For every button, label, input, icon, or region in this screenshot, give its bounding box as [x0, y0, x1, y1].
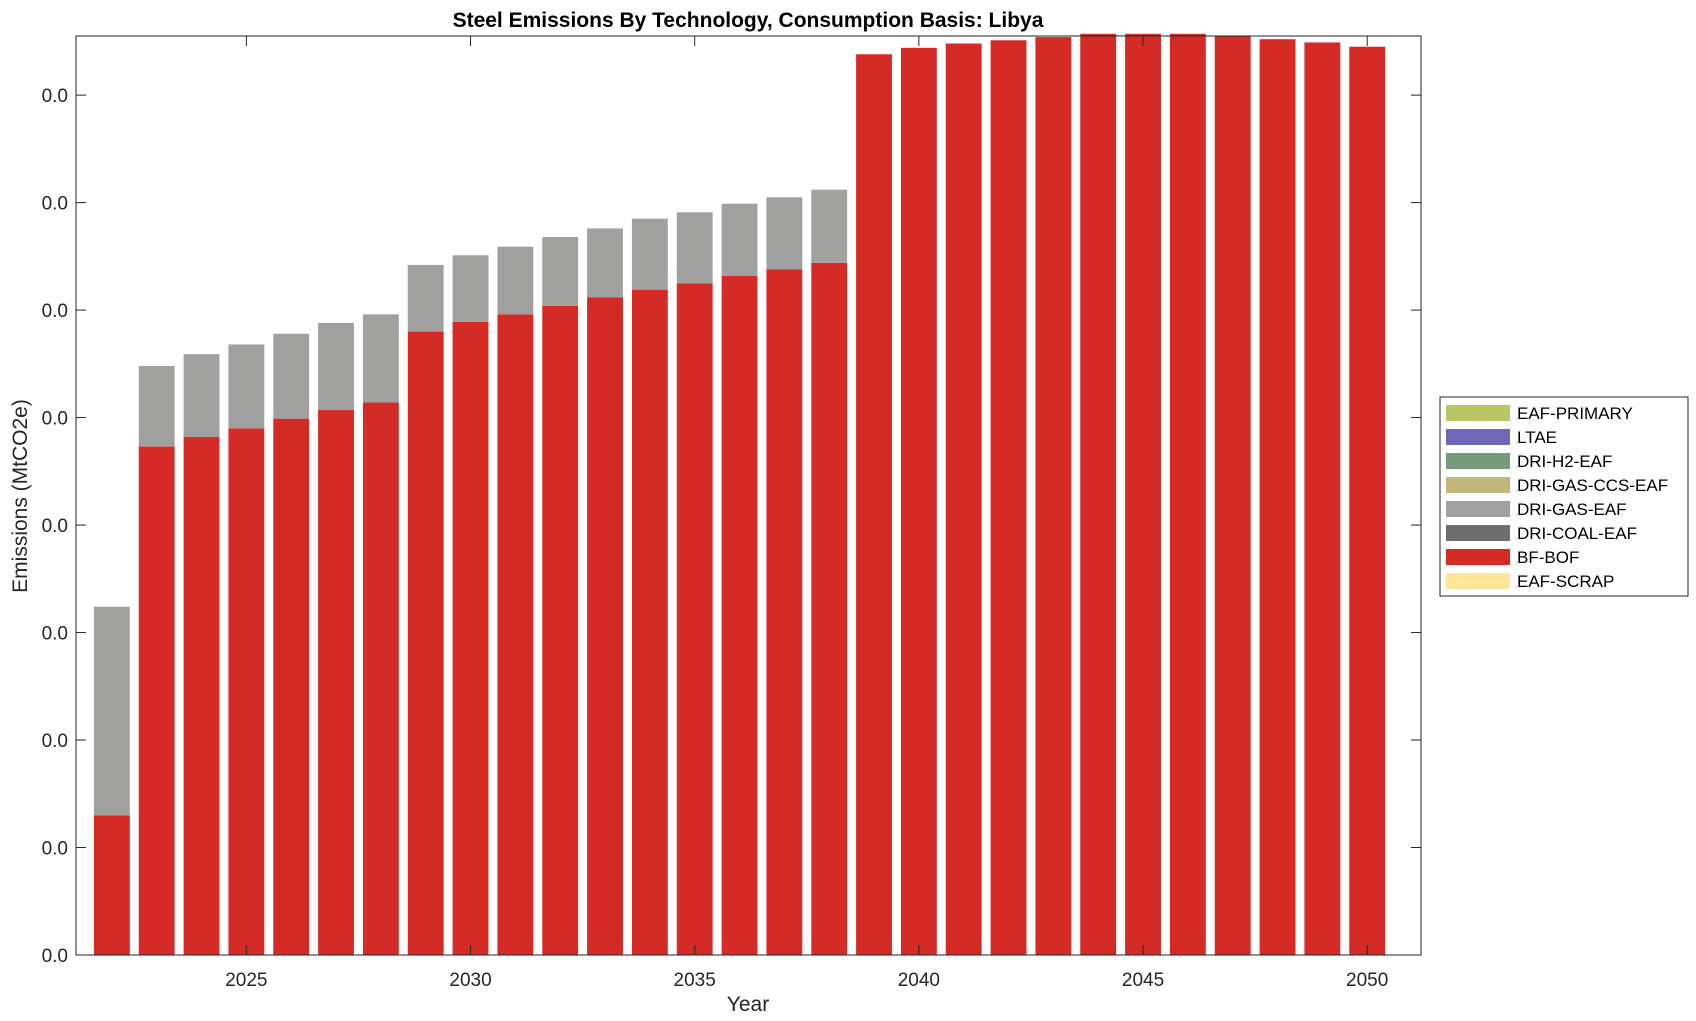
legend-swatch-eaf-scrap [1446, 573, 1510, 589]
plot-frame [75, 35, 1422, 956]
legend-label-eaf-primary: EAF-PRIMARY [1517, 404, 1633, 423]
legend-swatch-dri-h2-eaf [1446, 453, 1510, 469]
x-axis-label: Year [727, 993, 769, 1016]
bar-bf-bof-2030 [452, 321, 489, 955]
bar-bf-bof-2028 [362, 402, 399, 955]
bar-bf-bof-2049 [1304, 42, 1341, 956]
x-tick-label: 2025 [225, 970, 267, 991]
legend-swatch-bf-bof [1446, 549, 1510, 565]
bar-bf-bof-2032 [542, 305, 579, 955]
bar-bf-bof-2034 [631, 289, 668, 955]
legend-swatch-dri-gas-eaf [1446, 501, 1510, 517]
bar-dri-gas-eaf-2033 [587, 228, 623, 298]
bar-bf-bof-2045 [1125, 33, 1161, 956]
bar-bf-bof-2026 [273, 418, 310, 955]
y-tick-label: 0.0 [42, 409, 68, 430]
legend-label-dri-gas-eaf: DRI-GAS-EAF [1517, 500, 1627, 519]
bar-dri-gas-eaf-2038 [811, 189, 848, 263]
bar-bf-bof-2023 [138, 446, 175, 955]
bar-bf-bof-2043 [1035, 37, 1072, 956]
bar-dri-gas-eaf-2023 [138, 365, 175, 447]
legend-label-dri-coal-eaf: DRI-COAL-EAF [1517, 524, 1637, 543]
bar-dri-gas-eaf-2028 [362, 314, 399, 403]
y-tick-label: 0.0 [42, 301, 68, 322]
bar-dri-gas-eaf-2035 [676, 212, 713, 284]
bars-layer [93, 33, 1386, 956]
bar-bf-bof-2039 [856, 54, 892, 955]
bar-dri-gas-eaf-2037 [766, 197, 803, 270]
bar-bf-bof-2042 [990, 40, 1027, 955]
y-tick-label: 0.0 [42, 86, 68, 107]
bar-bf-bof-2035 [676, 283, 713, 955]
x-tick-label: 2050 [1346, 970, 1388, 991]
bar-bf-bof-2038 [811, 262, 848, 955]
bar-dri-gas-eaf-2031 [497, 246, 534, 315]
bar-dri-gas-eaf-2025 [228, 344, 265, 429]
bar-dri-gas-eaf-2022 [93, 606, 130, 816]
legend-swatch-ltae [1446, 429, 1510, 445]
bar-dri-gas-eaf-2027 [318, 322, 354, 411]
legend-swatch-dri-gas-ccs-eaf [1446, 477, 1510, 493]
y-tick-label: 0.0 [42, 731, 68, 752]
y-axis-label: Emissions (MtCO2e) [9, 399, 32, 593]
x-tick-label: 2030 [449, 970, 491, 991]
bar-dri-gas-eaf-2036 [721, 203, 758, 276]
bar-dri-gas-eaf-2024 [183, 354, 220, 437]
bar-dri-gas-eaf-2029 [407, 264, 444, 332]
bar-bf-bof-2048 [1259, 39, 1296, 956]
bar-dri-gas-eaf-2026 [273, 333, 310, 419]
bar-bf-bof-2047 [1214, 36, 1251, 955]
legend-label-bf-bof: BF-BOF [1517, 548, 1579, 567]
bar-bf-bof-2033 [587, 297, 623, 956]
ticks-layer: 0.0 0.0 0.0 0.0 0.0 0.0 0.0 0.0 0.0 2025 2030 2035 2… [42, 36, 1421, 991]
y-tick-label: 0.0 [42, 194, 68, 215]
legend-label-dri-h2-eaf: DRI-H2-EAF [1517, 452, 1612, 471]
x-tick-label: 2040 [898, 970, 940, 991]
y-tick-label: 0.0 [42, 839, 68, 860]
bar-bf-bof-2050 [1349, 46, 1386, 956]
chart-title: Steel Emissions By Technology, Consumpti… [453, 9, 1044, 32]
bar-bf-bof-2044 [1080, 33, 1117, 956]
bar-bf-bof-2024 [183, 436, 220, 955]
x-tick-label: 2045 [1122, 970, 1164, 991]
y-tick-label: 0.0 [42, 516, 68, 537]
bar-bf-bof-2041 [945, 43, 982, 955]
bar-bf-bof-2040 [900, 47, 937, 956]
legend-label-ltae: LTAE [1517, 428, 1557, 447]
bar-bf-bof-2029 [407, 331, 444, 955]
x-tick-label: 2035 [674, 970, 716, 991]
bar-bf-bof-2027 [318, 410, 354, 955]
y-tick-label: 0.0 [42, 946, 68, 967]
legend-swatch-eaf-primary [1446, 405, 1510, 421]
bar-bf-bof-2031 [497, 314, 534, 955]
bar-bf-bof-2036 [721, 275, 758, 955]
bar-dri-gas-eaf-2030 [452, 255, 489, 322]
legend: EAF-PRIMARY LTAE DRI-H2-EAF DRI-GAS-CCS-EAF… [1439, 396, 1689, 597]
bar-dri-gas-eaf-2032 [542, 236, 579, 306]
bar-bf-bof-2037 [766, 269, 803, 955]
legend-label-eaf-scrap: EAF-SCRAP [1517, 572, 1614, 591]
bar-bf-bof-2046 [1169, 33, 1206, 956]
bar-dri-gas-eaf-2034 [631, 218, 668, 290]
legend-swatch-dri-coal-eaf [1446, 525, 1510, 541]
bar-bf-bof-2022 [93, 815, 130, 955]
bar-bf-bof-2025 [228, 428, 265, 955]
y-tick-label: 0.0 [42, 624, 68, 645]
legend-label-dri-gas-ccs-eaf: DRI-GAS-CCS-EAF [1517, 476, 1668, 495]
